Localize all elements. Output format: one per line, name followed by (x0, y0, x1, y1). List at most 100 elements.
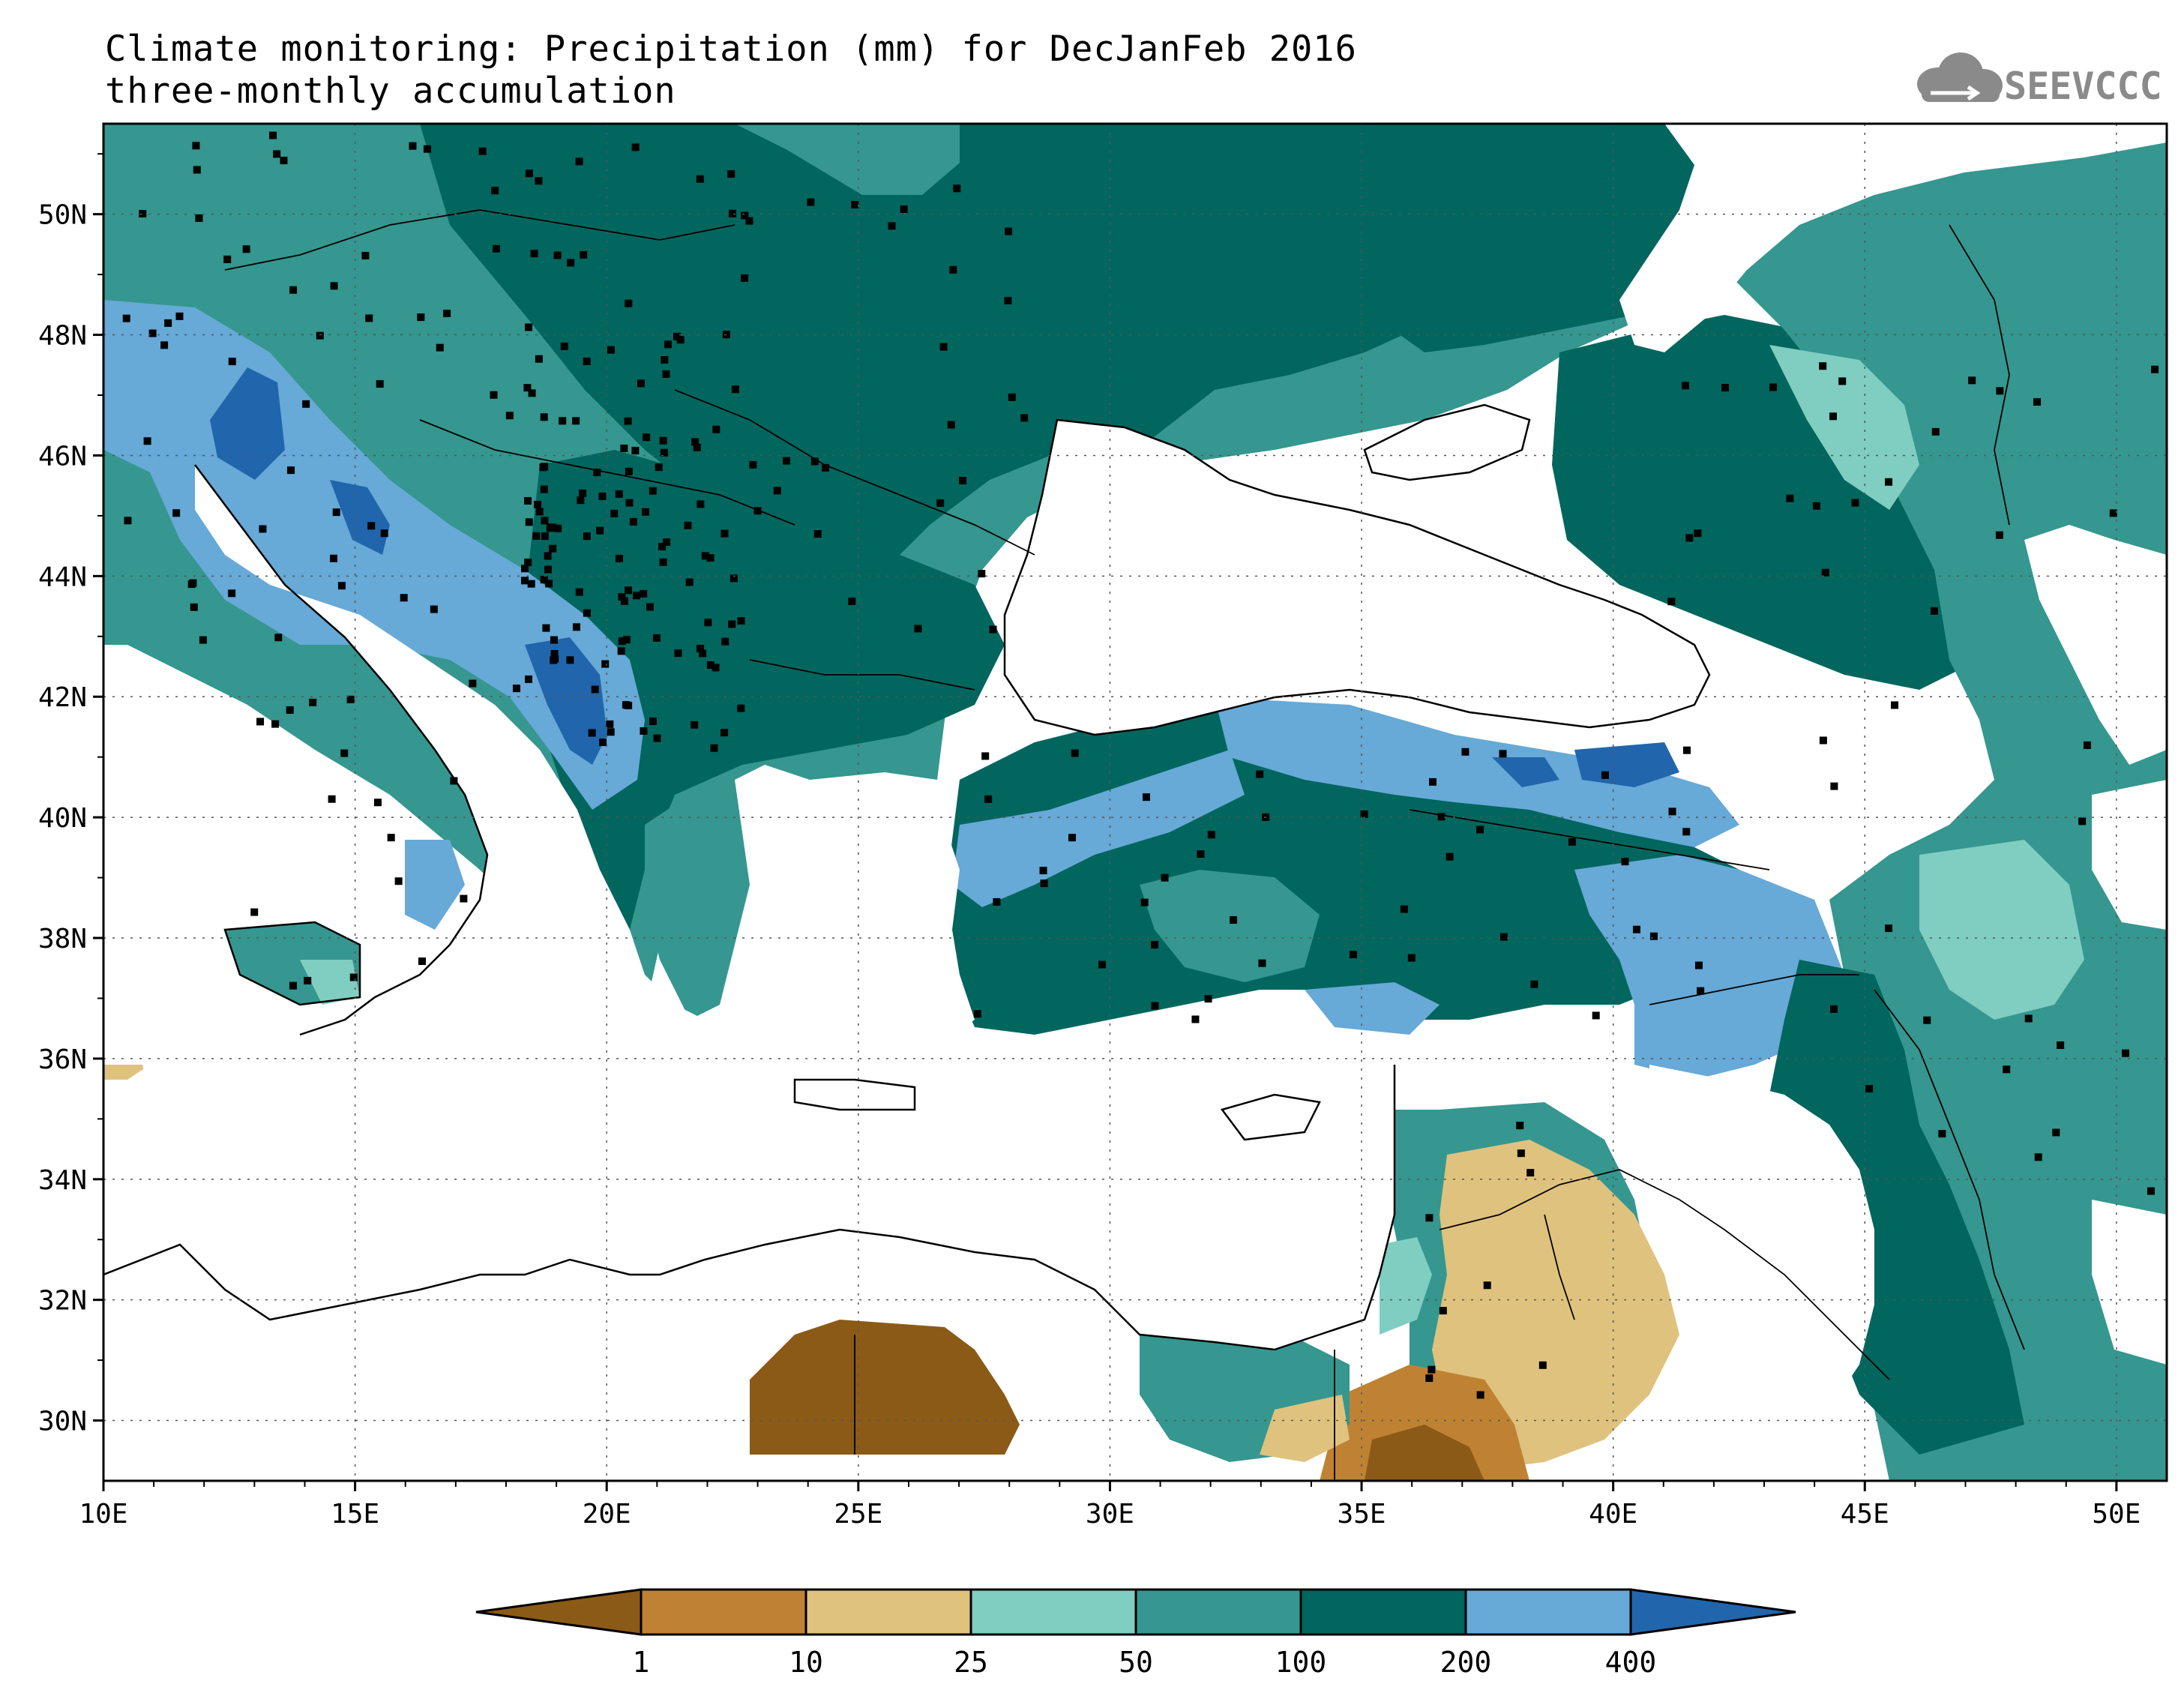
north-blank-area (1619, 124, 2167, 352)
station-marker (625, 586, 633, 595)
mediterranean-sea (103, 465, 1395, 1350)
station-marker (1039, 867, 1047, 875)
zone-200-400-anatolia-south (1305, 982, 1440, 1035)
station-marker (525, 518, 533, 526)
station-marker (340, 749, 349, 757)
aegean-sea (735, 765, 975, 1057)
station-markers (122, 131, 2159, 1399)
station-marker (591, 685, 599, 694)
station-marker (773, 487, 781, 495)
station-marker (259, 525, 267, 533)
x-tick-label: 20E (583, 1499, 631, 1530)
station-marker (973, 1010, 981, 1018)
station-marker (2083, 741, 2091, 749)
x-tick-label: 30E (1086, 1499, 1134, 1530)
station-marker (731, 385, 739, 394)
station-marker (539, 463, 547, 472)
y-tick-label: 48N (38, 321, 87, 352)
station-marker (1258, 959, 1266, 967)
station-marker (685, 578, 694, 586)
station-marker (745, 217, 753, 225)
station-marker (329, 554, 337, 562)
station-marker (2003, 1065, 2011, 1074)
y-tick-label: 36N (38, 1044, 87, 1075)
station-marker (1568, 838, 1577, 846)
station-marker (993, 897, 1001, 906)
station-marker (2147, 1187, 2155, 1195)
station-marker (493, 244, 501, 253)
station-marker (1632, 925, 1640, 933)
zone-200-400-italy-south (405, 840, 465, 930)
station-marker (534, 500, 542, 508)
black-sea (1005, 420, 1709, 735)
station-marker (524, 559, 532, 567)
station-marker (947, 421, 955, 429)
station-marker (640, 727, 648, 735)
station-marker (888, 222, 896, 230)
station-marker (631, 446, 640, 454)
station-marker (1530, 980, 1538, 988)
station-marker (540, 576, 548, 584)
station-marker (199, 636, 207, 644)
station-marker (1517, 1149, 1525, 1158)
station-marker (469, 679, 477, 688)
zone-50-100-greece (645, 780, 757, 1020)
station-marker (660, 448, 668, 457)
country-borders (224, 209, 2025, 1481)
station-marker (1682, 746, 1691, 754)
station-marker (1476, 826, 1484, 834)
station-marker (673, 332, 682, 340)
station-marker (1694, 529, 1702, 538)
station-marker (1769, 383, 1777, 391)
station-marker (1191, 1015, 1200, 1023)
station-marker (583, 357, 591, 365)
station-marker (521, 577, 529, 585)
zone-200-400-anatolia-west (952, 750, 1245, 907)
zone-100-200-balkans (525, 450, 1005, 930)
station-marker (1592, 1011, 1600, 1020)
station-marker (737, 617, 745, 625)
zone-10-25-syrian-desert (1432, 1140, 1679, 1470)
station-marker (588, 729, 596, 737)
station-marker (579, 489, 587, 497)
station-marker (535, 508, 544, 516)
station-marker (346, 695, 355, 703)
station-marker (1476, 1391, 1484, 1399)
station-marker (540, 413, 548, 421)
station-marker (566, 656, 574, 664)
station-marker (544, 565, 552, 574)
station-marker (978, 570, 986, 578)
station-marker (1668, 808, 1676, 816)
station-marker (2033, 398, 2042, 406)
arabia-blank-area (1649, 1065, 1874, 1425)
station-marker (984, 795, 993, 803)
station-marker (567, 259, 575, 267)
station-marker (175, 312, 184, 320)
legend-swatch (640, 1588, 807, 1636)
station-marker (1821, 568, 1829, 577)
station-marker (939, 343, 948, 351)
station-marker (1721, 384, 1729, 392)
station-marker (289, 286, 298, 294)
station-marker (541, 517, 549, 525)
station-marker (316, 331, 324, 340)
station-marker (1938, 1130, 1946, 1138)
station-marker (376, 380, 384, 388)
station-marker (192, 142, 200, 150)
station-marker (523, 384, 532, 392)
station-marker (124, 517, 132, 525)
azov-sea-crimea (1365, 405, 1529, 480)
zone-50-100-anatolia-center (1140, 870, 1320, 982)
station-marker (575, 157, 583, 166)
station-marker (525, 169, 533, 178)
station-marker (546, 524, 554, 532)
station-marker (550, 636, 558, 644)
station-marker (1428, 778, 1437, 786)
station-marker (560, 342, 568, 350)
station-marker (620, 597, 628, 605)
station-marker (1830, 1005, 1838, 1013)
legend-label: 50 (1119, 1646, 1153, 1679)
station-marker (655, 463, 663, 472)
legend-swatch (969, 1588, 1137, 1636)
